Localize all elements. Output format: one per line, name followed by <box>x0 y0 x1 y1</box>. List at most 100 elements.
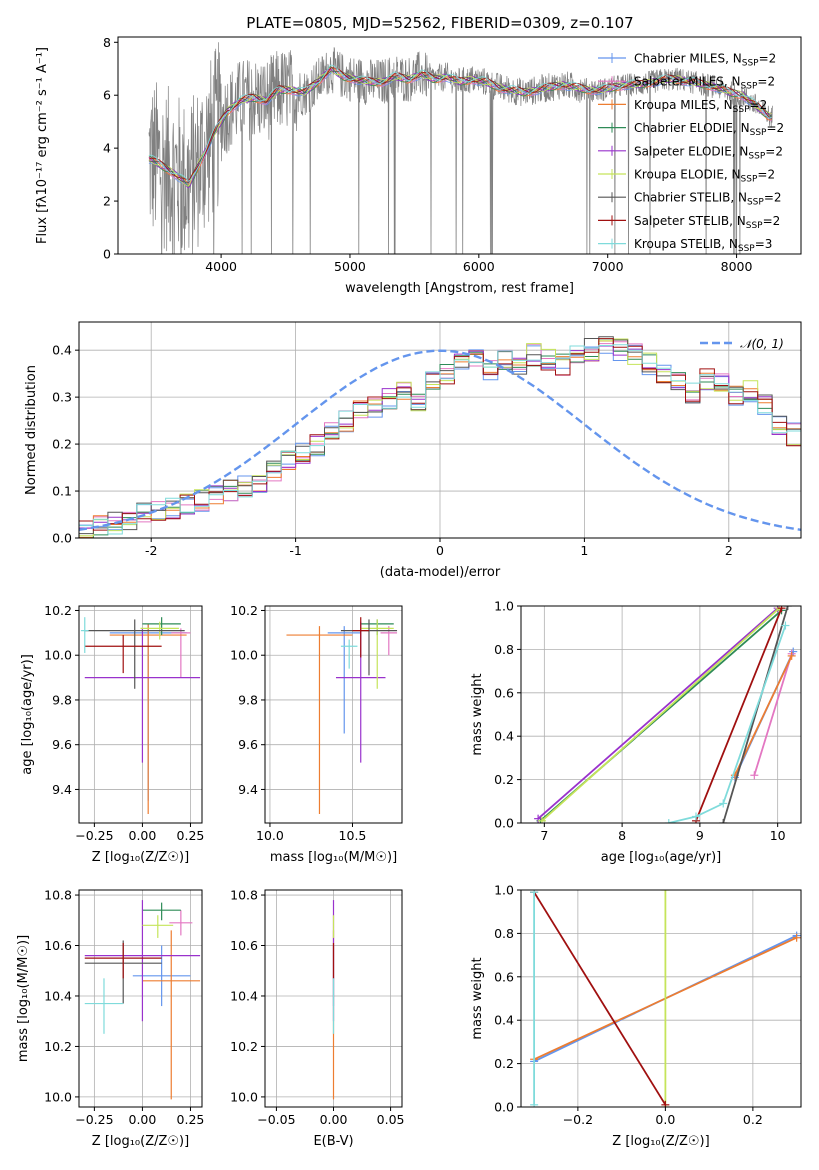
y-tick-label: 0.2 <box>494 1056 514 1071</box>
x-tick-label: 10.5 <box>339 828 367 843</box>
residual-histograms <box>79 336 801 538</box>
legend-label: Kroupa STELIB, NSSP=3 <box>634 237 772 254</box>
y-tick-label: 1.0 <box>494 883 514 898</box>
mass-vs-z-frame <box>78 889 203 1108</box>
mass-weight-vs-age-lines <box>534 606 798 823</box>
y-tick-label: 10.8 <box>230 888 258 903</box>
histogram-6 <box>79 336 801 535</box>
y-tick-label: 0.4 <box>494 729 514 744</box>
legend-label: Kroupa ELODIE, NSSP=2 <box>634 168 775 185</box>
mass-weight-line-3 <box>533 891 667 1106</box>
age-vs-mass-points <box>286 617 398 815</box>
y-tick-label: 10.0 <box>44 648 72 663</box>
y-tick-label: 10.0 <box>44 1089 72 1104</box>
mass-weight-vs-age-frame <box>520 605 802 824</box>
age-vs-z-frame <box>78 605 203 824</box>
model-line-6 <box>148 70 772 184</box>
mass-weight-line-6 <box>722 606 789 823</box>
y-tick-label: 9.8 <box>238 692 258 707</box>
y-tick-label: 10.2 <box>230 603 258 618</box>
y-axis-label: mass weight <box>470 957 485 1039</box>
y-tick-label: 0.8 <box>494 642 514 657</box>
y-tick-label: 10.6 <box>230 938 258 953</box>
x-tick-label: 6000 <box>463 259 495 274</box>
x-tick-label: 8 <box>618 828 626 843</box>
age-vs-z-axes: −0.25 0.00 0.25 9.4 9.6 9.8 10.0 10.2 Z [log₁₀(Z… <box>20 603 204 865</box>
mass-vs-z-axes: −0.25 0.00 0.25 10.0 10.2 10.4 10.6 10.8 Z [log₁… <box>16 888 204 1149</box>
y-tick-label: 0.8 <box>494 926 514 941</box>
y-tick-label: 1.0 <box>494 599 514 614</box>
y-tick-label: 10.2 <box>44 1039 72 1054</box>
y-tick-label: 10.4 <box>44 988 72 1003</box>
y-tick-label: 9.6 <box>52 737 72 752</box>
age-vs-mass-frame <box>264 605 403 824</box>
y-tick-label: 10.0 <box>230 1089 258 1104</box>
spectrum-axes: 4000 5000 6000 7000 8000 0 2 4 6 8 wavelength [Ang… <box>35 35 753 296</box>
model-line-8 <box>148 64 772 182</box>
y-tick-label: 0.2 <box>494 772 514 787</box>
y-tick-label: 9.6 <box>238 737 258 752</box>
age-vs-z-points <box>80 617 201 815</box>
x-tick-label: 0.2 <box>743 1112 763 1127</box>
histogram-8 <box>79 344 801 535</box>
y-tick-label: 0.4 <box>52 343 72 358</box>
mass-vs-ebv-frame <box>264 889 403 1108</box>
x-tick-label: 9 <box>696 828 704 843</box>
y-axis-label: Normed distribution <box>24 365 39 495</box>
x-tick-label: 7000 <box>592 259 624 274</box>
mass-weight-vs-z-frame <box>520 889 802 1108</box>
y-tick-label: 10.2 <box>230 1039 258 1054</box>
y-tick-label: 0 <box>103 247 111 262</box>
plot-layer: 4000 5000 6000 7000 8000 0 2 4 6 8 wavelength [Ang… <box>16 35 802 1149</box>
x-tick-label: 1 <box>580 543 588 558</box>
model-line-5 <box>148 70 772 187</box>
x-tick-label: 10.0 <box>256 828 284 843</box>
x-tick-label: 8000 <box>721 259 753 274</box>
y-tick-label: 9.8 <box>52 692 72 707</box>
legend-label: Chabrier MILES, NSSP=2 <box>634 52 776 69</box>
legend-label: Chabrier STELIB, NSSP=2 <box>634 191 782 208</box>
y-tick-label: 9.4 <box>52 782 72 797</box>
y-axis-label: mass [log₁₀(M/M☉)] <box>16 935 31 1062</box>
x-tick-label: 0 <box>436 543 444 558</box>
mass-weight-line-5 <box>541 607 780 822</box>
y-tick-label: 10.8 <box>44 888 72 903</box>
mass-vs-ebv-axes: −0.05 0.00 0.05 10.0 10.2 10.4 10.6 10.8 E(B-V) <box>230 888 404 1149</box>
x-tick-label: -2 <box>145 543 157 558</box>
x-axis-label: mass [log₁₀(M/M☉)] <box>270 850 397 865</box>
y-tick-label: 8 <box>103 35 111 50</box>
x-axis-label: (data-model)/error <box>380 565 501 580</box>
residuals-axes: -2 -1 0 1 2 0.0 0.1 0.2 0.3 0.4 (data-model)/error… <box>24 322 801 580</box>
legend-label: Salpeter ELODIE, NSSP=2 <box>634 144 783 161</box>
x-tick-label: 0.00 <box>129 828 157 843</box>
legend-label: Chabrier ELODIE, NSSP=2 <box>634 121 784 138</box>
observed-spectrum-line <box>148 42 773 254</box>
mass-weight-vs-z-lines <box>530 890 801 1107</box>
age-vs-mass-axes: 10.0 10.5 9.4 9.6 9.8 10.0 10.2 mass [log₁₀(M/M… <box>230 603 402 865</box>
x-axis-label: Z [log₁₀(Z/Z☉)] <box>92 1134 189 1149</box>
mass-weight-line-8 <box>668 625 787 823</box>
y-tick-label: 0.0 <box>494 816 514 831</box>
spectrum-legend: Chabrier MILES, NSSP=2 Salpeter MILES, NS… <box>598 52 784 254</box>
x-tick-label: 7 <box>540 828 548 843</box>
normal-distribution-curve <box>79 349 801 531</box>
mass-weight-line-4 <box>537 607 779 820</box>
y-tick-label: 4 <box>103 141 111 156</box>
y-tick-label: 0.1 <box>52 484 72 499</box>
mass-weight-vs-z-axes: −0.2 0.0 0.2 0.0 0.2 0.4 0.6 0.8 1.0 Z [log₁₀(Z/Z… <box>470 883 801 1149</box>
y-tick-label: 10.4 <box>230 988 258 1003</box>
y-tick-label: 0.6 <box>494 685 514 700</box>
x-tick-label: 0.05 <box>377 1112 405 1127</box>
x-tick-label: −0.25 <box>75 1112 113 1127</box>
x-tick-label: -1 <box>289 543 301 558</box>
x-axis-label: E(B-V) <box>313 1134 353 1149</box>
spectrum-frame <box>117 36 802 255</box>
y-tick-label: 0.6 <box>494 969 514 984</box>
x-tick-label: 2 <box>725 543 733 558</box>
x-axis-label: age [log₁₀(age/yr)] <box>601 850 722 865</box>
x-tick-label: −0.2 <box>563 1112 593 1127</box>
y-tick-label: 0.0 <box>494 1100 514 1115</box>
legend-label: Kroupa MILES, NSSP=2 <box>634 98 767 115</box>
y-tick-label: 0.4 <box>494 1013 514 1028</box>
